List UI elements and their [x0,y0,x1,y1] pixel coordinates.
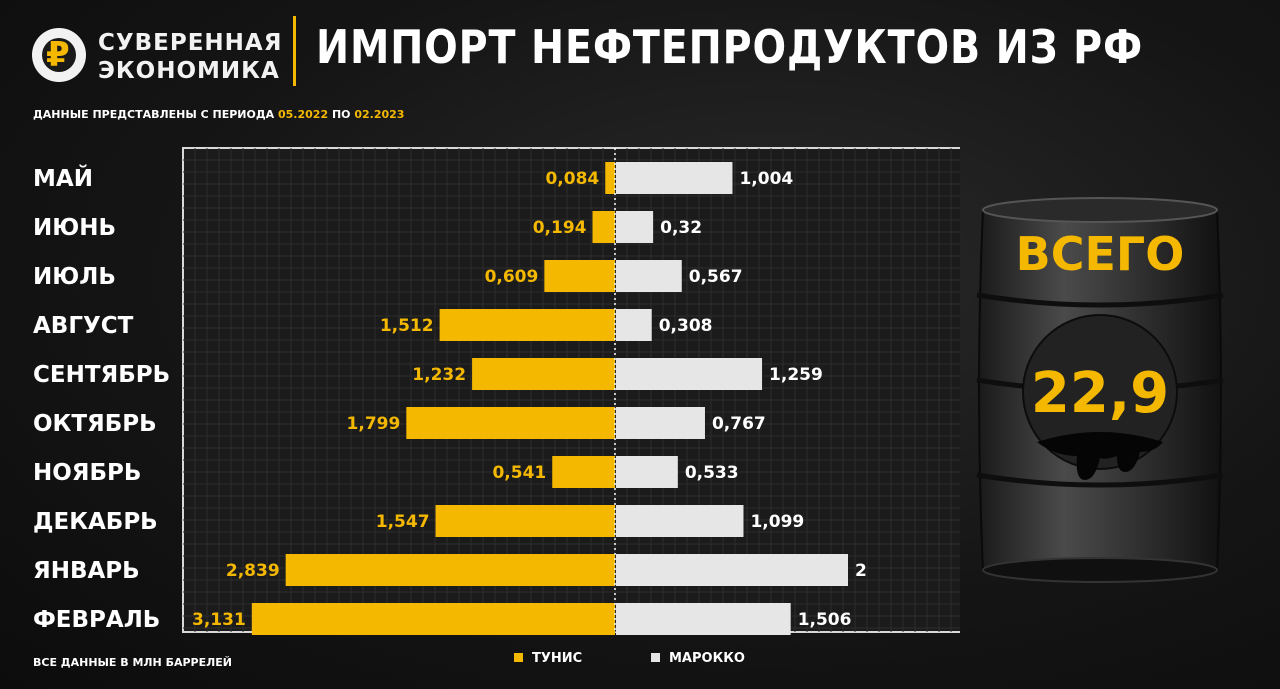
value-label-morocco: 0,567 [689,267,743,287]
bar-tunisia [552,456,615,488]
bar-morocco [616,260,682,292]
value-label-morocco: 0,767 [712,414,766,434]
month-label: СЕНТЯБРЬ [33,362,170,388]
bar-morocco [616,505,744,537]
bar-tunisia [472,358,615,390]
oil-barrel-graphic: ВСЕГО 22,9 [976,197,1224,583]
month-label: ОКТЯБРЬ [33,411,157,437]
month-label: ИЮЛЬ [33,264,116,290]
subtitle-mid: ПО [331,108,351,121]
month-label: МАЙ [33,164,93,192]
bar-tunisia [544,260,615,292]
total-label: ВСЕГО [1016,227,1185,281]
value-label-tunisia: 1,512 [380,316,434,336]
value-label-morocco: 1,259 [769,365,823,385]
value-label-tunisia: 0,541 [492,463,546,483]
month-label: ДЕКАБРЬ [33,509,158,535]
brand-logo: ₽ СУВЕРЕННАЯ ЭКОНОМИКА [30,20,283,90]
bar-morocco [616,358,763,390]
bar-morocco [616,162,733,194]
value-label-tunisia: 1,547 [376,512,430,532]
subtitle-prefix: ДАННЫЕ ПРЕДСТАВЛЕНЫ С ПЕРИОДА [33,108,275,121]
barrel-badge [1022,314,1178,470]
barrel-hoop-3 [976,472,1224,488]
legend-swatch-tunisia [514,653,523,662]
value-label-tunisia: 0,194 [533,218,587,238]
month-label: ЯНВАРЬ [33,558,140,584]
bar-tunisia [435,505,615,537]
period-end: 02.2023 [354,108,405,121]
bar-tunisia [592,211,615,243]
units-footnote: ВСЕ ДАННЫЕ В МЛН БАРРЕЛЕЙ [33,656,232,669]
page-title: ИМПОРТ НЕФТЕПРОДУКТОВ ИЗ РФ [316,20,1144,74]
header-divider [293,16,296,86]
value-label-morocco: 1,099 [750,512,804,532]
value-label-tunisia: 3,131 [192,610,246,630]
oil-drip-icon [1037,432,1163,480]
month-label: ФЕВРАЛЬ [33,607,160,633]
month-label: НОЯБРЬ [33,460,141,486]
legend-morocco: МАРОККО [651,651,745,666]
value-label-tunisia: 1,799 [347,414,401,434]
month-label: АВГУСТ [33,313,134,339]
barrel-hoop-1 [976,292,1224,308]
value-label-morocco: 1,506 [798,610,852,630]
legend-label-morocco: МАРОККО [669,651,745,666]
value-label-morocco: 0,308 [659,316,713,336]
bar-tunisia [605,162,615,194]
bar-morocco [616,603,791,635]
legend-label-tunisia: ТУНИС [532,651,583,666]
value-label-tunisia: 0,084 [545,169,599,189]
ruble-logo-icon: ₽ [32,28,86,82]
legend-tunisia: ТУНИС [514,651,582,666]
bar-morocco [616,211,654,243]
barrel-top-rim [982,197,1218,223]
value-label-tunisia: 0,609 [485,267,539,287]
legend-swatch-morocco [651,653,660,662]
ruble-glyph: ₽ [46,35,70,75]
bar-morocco [616,456,678,488]
bar-morocco [616,407,705,439]
brand-name-line2: ЭКОНОМИКА [98,58,280,84]
value-label-morocco: 1,004 [739,169,793,189]
value-label-tunisia: 2,839 [226,561,280,581]
month-label: ИЮНЬ [33,215,116,241]
bar-tunisia [439,309,615,341]
value-label-morocco: 0,533 [685,463,739,483]
bar-tunisia [406,407,615,439]
period-subtitle: ДАННЫЕ ПРЕДСТАВЛЕНЫ С ПЕРИОДА 05.2022 ПО… [33,108,404,121]
bar-tunisia [285,554,615,586]
bar-tunisia [251,603,615,635]
bar-morocco [616,554,848,586]
value-label-tunisia: 1,232 [412,365,466,385]
barrel-bottom-rim [982,557,1218,583]
bar-morocco [616,309,652,341]
value-label-morocco: 2 [855,561,867,581]
period-start: 05.2022 [278,108,329,121]
total-value: 22,9 [1031,361,1169,426]
brand-name-line1: СУВЕРЕННАЯ [98,30,283,56]
value-label-morocco: 0,32 [660,218,702,238]
diverging-bar-chart: МАЙ 0,084 1,004 ИЮНЬ 0,194 0,32 ИЮЛЬ 0,609 0,567… [33,147,960,635]
